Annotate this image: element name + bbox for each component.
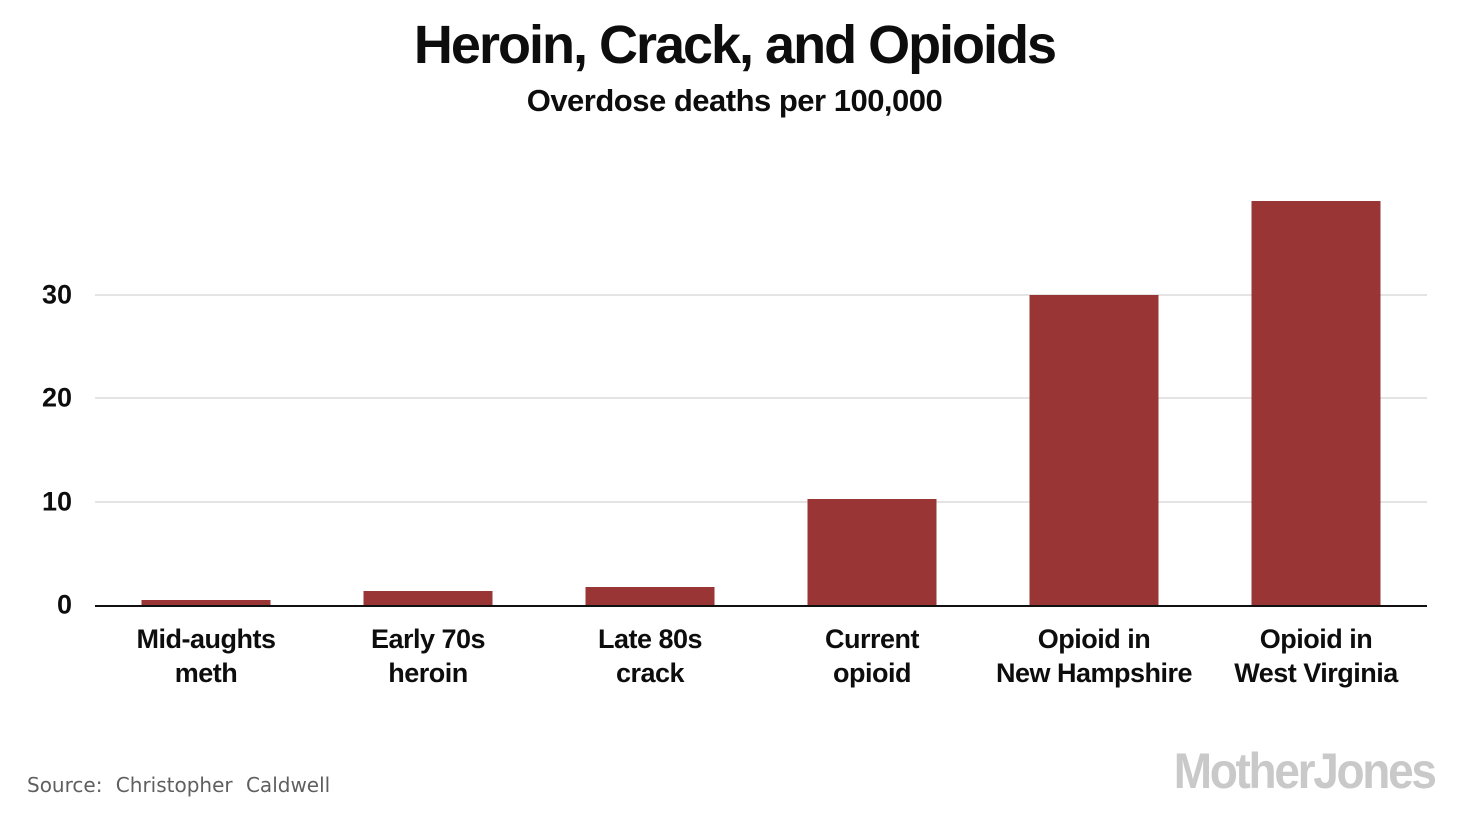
bar-column	[317, 160, 539, 605]
source-credit: Source: Christopher Caldwell	[27, 773, 330, 797]
x-axis-label: Early 70s heroin	[370, 624, 486, 688]
bar-column	[761, 160, 983, 605]
bar-column	[539, 160, 761, 605]
chart-title: Heroin, Crack, and Opioids	[413, 15, 1057, 75]
bar	[1029, 294, 1159, 605]
mother-jones-logo: MotherJones	[1174, 743, 1437, 799]
bar-column	[1205, 160, 1427, 605]
y-tick-label: 10	[41, 486, 72, 517]
bar-column	[95, 160, 317, 605]
y-tick-label: 0	[56, 589, 72, 620]
bar	[585, 587, 715, 605]
y-tick-label: 30	[41, 279, 72, 310]
bar	[807, 499, 937, 605]
gridline	[95, 397, 1427, 400]
x-axis-label: Late 80s crack	[597, 624, 703, 688]
x-axis-label: Opioid in New Hampshire	[995, 624, 1193, 688]
x-axis-label: Mid-aughts meth	[136, 624, 276, 688]
x-axis-label: Opioid in West Virginia	[1234, 624, 1398, 688]
bar	[141, 599, 271, 605]
source-label: Source:	[27, 773, 103, 797]
x-axis-label: Current opioid	[824, 624, 920, 688]
x-axis-labels: Mid-aughts meth Early 70s heroin Late 80s cra…	[95, 622, 1427, 690]
x-axis-line	[95, 605, 1427, 607]
y-tick-label: 20	[41, 382, 72, 413]
chart-subtitle: Overdose deaths per 100,000	[526, 83, 943, 118]
bar	[1251, 201, 1381, 605]
gridline	[95, 293, 1427, 296]
bar	[363, 590, 493, 605]
bars-layer	[95, 160, 1427, 605]
source-value: Christopher Caldwell	[115, 773, 331, 797]
gridline	[95, 500, 1427, 503]
bar-column	[983, 160, 1205, 605]
plot-area: 0 10 20 30 Mid-aughts meth Early 70s heroin Lat…	[42, 160, 1427, 688]
